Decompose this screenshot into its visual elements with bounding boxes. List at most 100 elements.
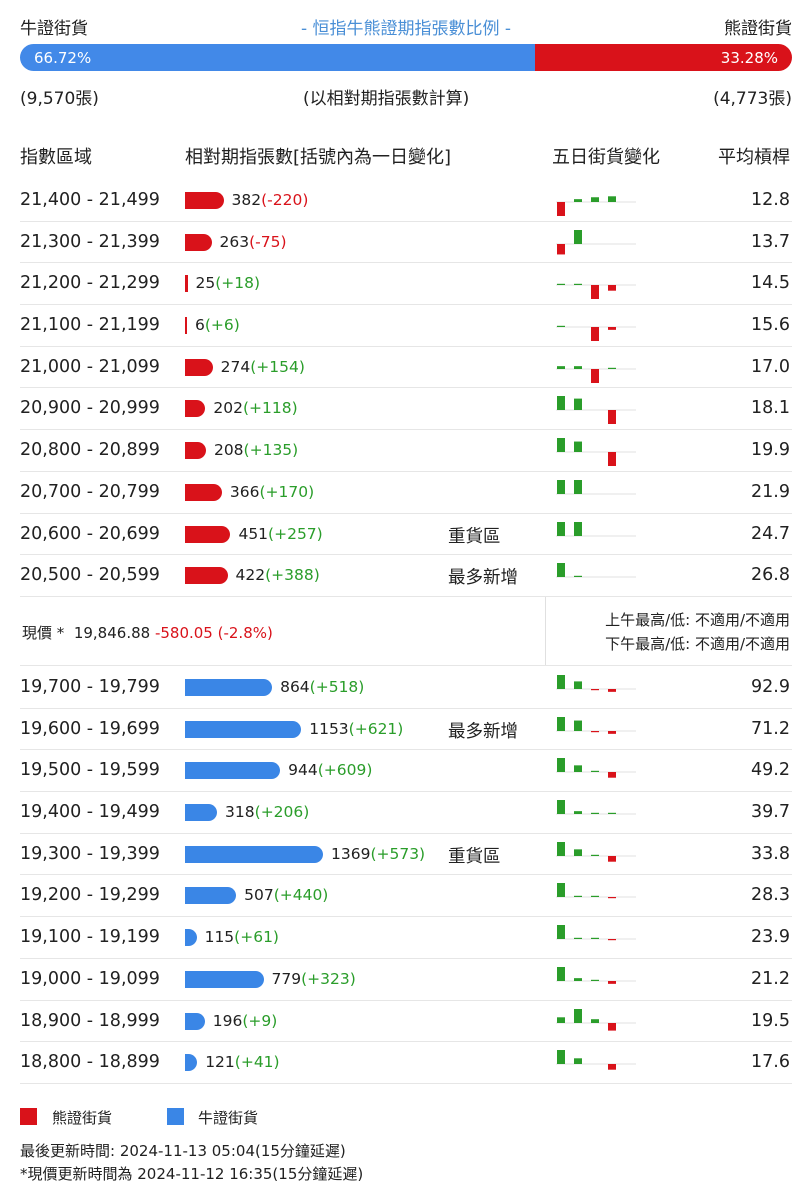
index-range: 20,900 - 20,999: [20, 398, 160, 419]
bull-contracts-bar: [185, 762, 281, 780]
five-day-bar: [557, 243, 565, 255]
five-day-bar: [574, 365, 582, 369]
five-day-bar: [591, 896, 599, 898]
contracts-count: 263: [219, 232, 250, 251]
five-day-bar: [591, 197, 599, 202]
five-day-change-chart: [556, 1050, 636, 1070]
five-day-change-chart: [556, 675, 636, 692]
five-day-bar: [608, 1022, 616, 1031]
index-range: 21,300 - 21,399: [20, 231, 160, 252]
five-day-change-chart: [556, 1008, 636, 1031]
table-row: 20,700 - 20,799 366(+170) 21.9: [20, 472, 792, 514]
bear-rows: 21,400 - 21,499 382(-220) 12.8 21,300 - 21,…: [20, 180, 792, 597]
table-row: 21,200 - 21,299 25(+18) 14.5: [20, 263, 792, 306]
contracts-change: (+9): [242, 1011, 278, 1030]
index-range: 19,400 - 19,499: [20, 802, 160, 823]
five-day-bar: [591, 327, 599, 342]
contracts-change: (+388): [265, 566, 320, 585]
count-note: (以相對期指張數計算): [303, 89, 470, 109]
table-row: 21,000 - 21,099 274(+154) 17.0: [20, 347, 792, 389]
five-day-change-chart: [556, 883, 636, 899]
five-day-bar: [574, 849, 582, 856]
index-range: 20,500 - 20,599: [20, 565, 160, 586]
index-range: 21,200 - 21,299: [20, 273, 160, 294]
five-day-bar: [557, 1050, 565, 1065]
contracts-value: 864(+518): [280, 678, 364, 696]
bear-contracts-bar: [185, 275, 188, 293]
index-range: 20,700 - 20,799: [20, 481, 160, 502]
bull-contracts-bar: [185, 845, 323, 863]
row-tag: 最多新增: [448, 568, 518, 589]
bear-count: (4,773張): [713, 89, 792, 109]
bull-contracts-bar: [185, 887, 237, 905]
col-five-day: 五日街貨變化: [552, 147, 660, 168]
bull-contracts-bar: [185, 1012, 205, 1030]
five-day-bar: [557, 325, 565, 328]
avg-leverage: 49.2: [751, 760, 790, 781]
five-day-bar: [608, 772, 616, 779]
avg-leverage: 17.6: [751, 1052, 790, 1073]
bear-legend-swatch: [20, 1108, 37, 1125]
contracts-count: 274: [220, 357, 251, 376]
five-day-bar: [608, 327, 616, 330]
price-change: -580.05 (-2.8%): [154, 624, 273, 642]
bull-legend-swatch: [167, 1108, 184, 1125]
bear-contracts-bar: [185, 567, 228, 585]
price-label: 現價 *: [22, 624, 65, 642]
contracts-value: 274(+154): [221, 358, 305, 376]
contracts-count: 25: [195, 274, 216, 293]
pm-high-low: 下午最高/低: 不適用/不適用: [605, 635, 790, 653]
contracts-count: 208: [213, 441, 244, 460]
contracts-change: (+573): [370, 844, 426, 863]
bull-contracts-bar: [185, 929, 197, 947]
avg-leverage: 17.0: [751, 356, 790, 377]
five-day-bar: [557, 521, 565, 536]
five-day-bar: [557, 675, 565, 689]
col-avg: 平均槓桿: [718, 147, 790, 168]
avg-leverage: 15.6: [751, 315, 790, 336]
five-day-bar: [608, 452, 616, 467]
row-tag: 重貨區: [448, 526, 501, 547]
bear-contracts-bar: [185, 192, 224, 209]
contracts-value: 202(+118): [213, 399, 297, 417]
contracts-change: (+440): [273, 886, 329, 905]
contracts-value: 196(+9): [213, 1012, 278, 1030]
index-range: 19,200 - 19,299: [20, 885, 160, 906]
contracts-count: 1369: [330, 844, 371, 863]
contracts-change: (+609): [317, 761, 373, 780]
bull-legend-label: 牛證街貨: [198, 1109, 259, 1127]
five-day-bar: [591, 285, 599, 300]
contracts-change: (+206): [254, 803, 310, 822]
bear-contracts-bar: [185, 442, 206, 460]
five-day-change-chart: [556, 841, 636, 862]
contracts-change: (+135): [243, 441, 299, 460]
five-day-bar: [557, 438, 565, 453]
bull-contracts-bar: [185, 720, 302, 738]
five-day-bar: [574, 479, 582, 494]
five-day-change-chart: [556, 966, 636, 984]
five-day-bar: [574, 441, 582, 453]
contracts-change: (+257): [268, 524, 323, 543]
five-day-change-chart: [556, 325, 636, 342]
five-day-bar: [557, 1016, 565, 1023]
index-range: 20,600 - 20,699: [20, 523, 160, 544]
avg-leverage: 13.7: [751, 231, 790, 252]
contracts-value: 944(+609): [288, 761, 372, 779]
five-day-bar: [608, 367, 616, 369]
page-title: - 恒指牛熊證期指張數比例 -: [300, 19, 512, 39]
bear-contracts-bar: [185, 358, 213, 376]
five-day-bar: [591, 771, 599, 773]
avg-leverage: 19.5: [751, 1010, 790, 1031]
five-day-change-chart: [556, 521, 636, 536]
five-day-bar: [557, 841, 565, 856]
five-day-bar: [591, 368, 599, 383]
contracts-count: 507: [244, 886, 274, 905]
table-row: 21,300 - 21,399 263(-75) 13.7: [20, 222, 792, 264]
five-day-bar: [557, 202, 565, 216]
five-day-bar: [574, 977, 582, 981]
table-row: 19,700 - 19,799 864(+518) 92.9: [20, 667, 792, 709]
legend: 熊證街貨 牛證街貨: [20, 1105, 792, 1129]
five-day-bar: [608, 855, 616, 862]
five-day-bar: [608, 897, 616, 899]
five-day-change-chart: [556, 479, 636, 495]
